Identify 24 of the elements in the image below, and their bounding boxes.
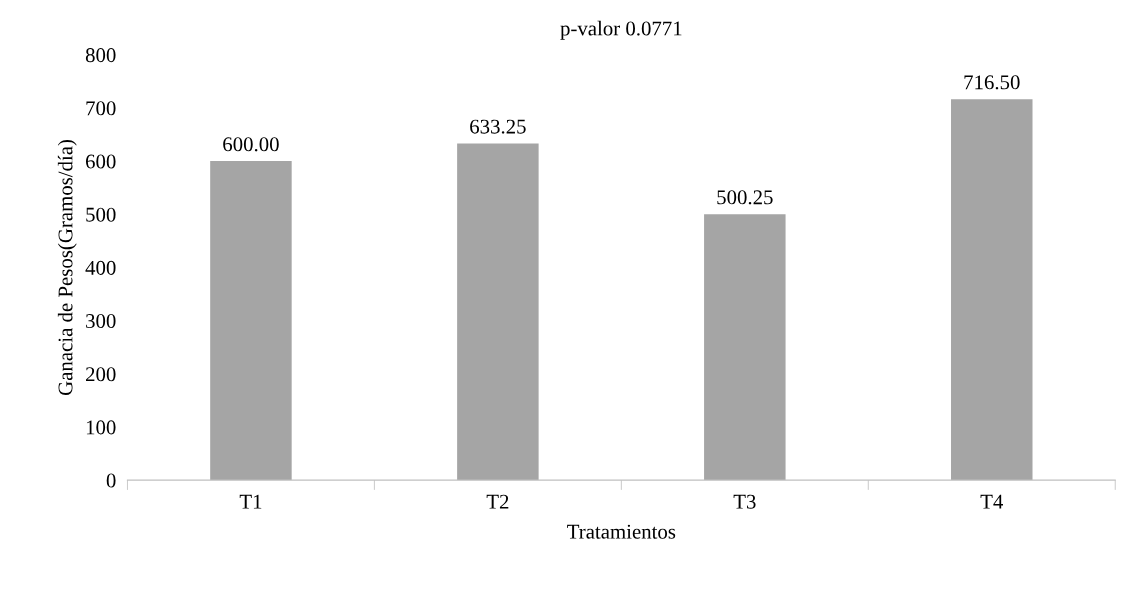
data-label: 716.50 (964, 75, 1020, 90)
y-tick-label: 200 (86, 367, 116, 382)
y-tick-label: 100 (86, 420, 116, 435)
bar (210, 161, 292, 481)
y-tick-label: 500 (86, 207, 116, 222)
x-tick-label: T1 (239, 494, 262, 509)
bar (704, 214, 786, 481)
data-label: 600.00 (223, 137, 279, 152)
y-axis-title: Ganacia de Pesos(Gramos/día) (57, 139, 77, 396)
y-tick-label: 400 (85, 260, 116, 275)
bar (457, 143, 539, 481)
y-tick-label: 700 (86, 101, 116, 116)
data-label: 633.25 (470, 119, 526, 134)
bar (951, 99, 1033, 481)
x-tick-label: T3 (733, 494, 756, 509)
x-axis-title: Tratamientos (567, 524, 676, 539)
x-tick-label: T4 (980, 494, 1004, 509)
y-tick-label: 600 (85, 154, 116, 169)
data-label: 500.25 (717, 190, 773, 205)
x-tick-label: T2 (486, 494, 509, 509)
y-tick-label: 0 (106, 473, 116, 488)
y-tick-label: 800 (85, 48, 116, 63)
chart-title: p-valor 0.0771 (560, 20, 682, 40)
y-tick-label: 300 (86, 314, 116, 329)
